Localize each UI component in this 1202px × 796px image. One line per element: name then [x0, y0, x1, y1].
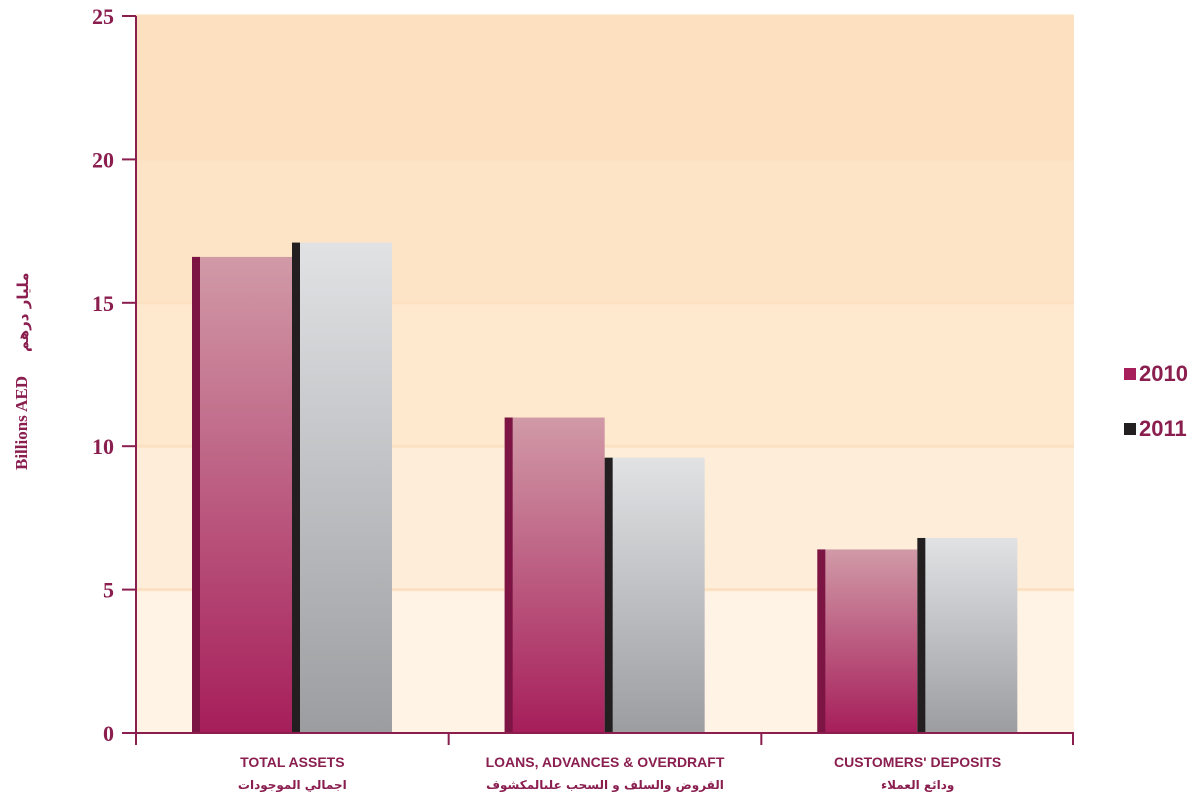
bar-edge-2011-2: [604, 457, 613, 733]
bars: [192, 242, 1018, 733]
legend: 2010 2011: [1124, 361, 1188, 441]
y-tick-label-5: 5: [103, 578, 114, 603]
y-tick-label-25: 25: [92, 4, 114, 29]
bar-edge-2010-3: [817, 549, 826, 733]
bar-2010-2: [504, 417, 605, 733]
bar-edge-2011-1: [292, 242, 300, 733]
y-tick-label-10: 10: [92, 434, 114, 459]
bar-2011-2: [604, 457, 705, 733]
y-axis-label-rotated: Billions AED مليار درهم: [12, 272, 32, 470]
category-label-ar-2: القروض والسلف و السحب علىالمكشوف: [486, 778, 724, 793]
axes: [122, 15, 1074, 745]
category-labels: TOTAL ASSETS اجمالي الموجودات LOANS, ADVAN…: [238, 754, 1001, 793]
bar-2010-3: [817, 549, 918, 733]
y-tick-label-20: 20: [92, 147, 114, 172]
bar-edge-2010-1: [192, 256, 200, 733]
category-label-2: LOANS, ADVANCES & OVERDRAFT: [486, 754, 725, 770]
y-tick-labels: 0 5 10 15 20 25: [92, 4, 114, 746]
y-axis-label: Billions AED مليار درهم: [12, 272, 32, 470]
category-label-3: CUSTOMERS' DEPOSITS: [834, 754, 1001, 770]
y-axis-label-ar: مليار درهم: [14, 272, 32, 352]
bar-2011-3: [917, 537, 1018, 733]
y-axis-label-text: Billions AED: [12, 376, 31, 470]
bar-edge-2010-2: [504, 417, 513, 733]
legend-label-2010: 2010: [1139, 361, 1188, 386]
y-tick-label-15: 15: [92, 291, 114, 316]
y-tick-label-0: 0: [103, 721, 114, 746]
category-label-ar-1: اجمالي الموجودات: [238, 778, 347, 793]
category-label-ar-3: ودائع العملاء: [881, 778, 954, 793]
bar-2011-1: [292, 242, 392, 733]
category-label-1: TOTAL ASSETS: [240, 754, 345, 770]
legend-swatch-2011: [1124, 423, 1136, 435]
legend-swatch-2010: [1124, 368, 1136, 380]
bar-edge-2011-3: [917, 537, 926, 733]
legend-label-2011: 2011: [1139, 416, 1187, 441]
plot-band: [136, 16, 1074, 160]
bar-2010-1: [192, 256, 292, 733]
